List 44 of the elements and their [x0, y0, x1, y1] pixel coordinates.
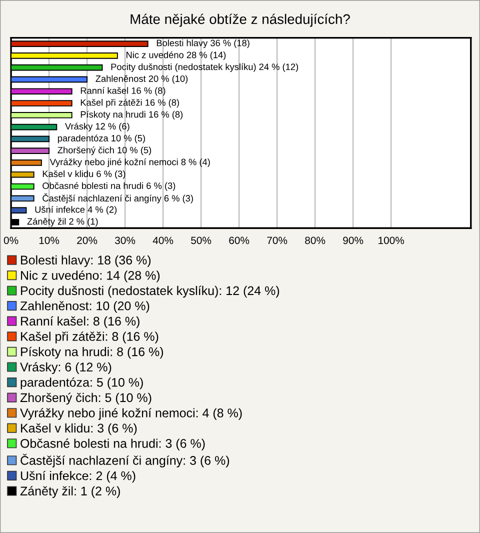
data-label: Bolesti hlavy 36 % (18) — [156, 40, 250, 48]
legend-label: Častější nachlazení či angíny: 3 (6 %) — [20, 454, 230, 468]
data-label: Kašel v klidu 6 % (3) — [42, 170, 126, 179]
legend-label: Nic z uvedéno: 14 (28 %) — [21, 270, 160, 282]
x-tick-label: 100% — [378, 236, 404, 244]
legend-label: Bolesti hlavy: 18 (36 %) — [21, 255, 151, 267]
legend-label: Vrásky: 6 (12 %) — [20, 362, 112, 374]
x-tick-label: 40% — [152, 236, 174, 244]
data-label: Častější nachlazení či angíny 6 % (3) — [42, 193, 193, 204]
x-tick-label: 20% — [77, 236, 98, 244]
x-tick-label: 80% — [305, 236, 326, 244]
data-label: Nic z uvedéno 28 % (14) — [126, 51, 226, 60]
data-label: Záněty žil 2 % (1) — [27, 218, 98, 227]
data-label: paradentóza 10 % (5) — [58, 134, 145, 144]
x-tick-label: 60% — [229, 236, 250, 244]
legend-label: Zahleněnost: 10 (20 %) — [20, 301, 150, 313]
x-tick-label: 30% — [115, 236, 136, 244]
x-tick-label: 70% — [267, 236, 288, 244]
legend-label: paradentóza: 5 (10 %) — [20, 377, 143, 390]
legend-label: Občasné bolesti na hrudi: 3 (6 %) — [20, 438, 205, 450]
legend-label: Ušní infekce: 2 (4 %) — [20, 470, 136, 483]
data-label: Vyrážky nebo jiné kožní nemoci 8 % (4) — [50, 158, 210, 168]
legend-label: Ranní kašel: 8 (16 %) — [21, 316, 140, 328]
legend-label: Pískoty na hrudi: 8 (16 %) — [21, 346, 164, 359]
legend-label: Záněty žil: 1 (2 %) — [20, 486, 120, 498]
legend-label: Kašel v klidu: 3 (6 %) — [21, 423, 137, 436]
legend-label: Pocity dušnosti (nedostatek kyslíku): 12 (24 %) — [21, 286, 280, 298]
x-tick-label: 10% — [39, 236, 60, 244]
data-label: Zhoršený čich 10 % (5) — [58, 146, 152, 156]
legend-label: Zhoršený čich: 5 (10 %) — [20, 392, 152, 405]
data-label: Pocity dušnosti (nedostatek kyslíku) 24 % (12) — [111, 63, 298, 72]
x-tick-label: 90% — [343, 236, 364, 244]
data-label: Kašel při zátěži 16 % (8) — [80, 98, 179, 108]
data-label: Pískoty na hrudi 16 % (8) — [80, 110, 183, 120]
x-tick-label: 50% — [191, 236, 212, 244]
chart-title: Máte nějaké obtíže z následujících? — [130, 14, 350, 27]
data-label: Zahleněnost 20 % (10) — [96, 75, 188, 84]
data-label: Vrásky 12 % (6) — [65, 122, 130, 132]
data-label: Ranní kašel 16 % (8) — [80, 87, 166, 96]
x-tick-label: 0% — [4, 236, 18, 244]
data-label: Občasné bolesti na hrudi 6 % (3) — [42, 182, 176, 191]
legend-label: Kašel při zátěži: 8 (16 %) — [21, 332, 158, 344]
data-label: Ušní infekce 4 % (2) — [35, 206, 117, 215]
legend-label: Vyrážky nebo jiné kožní nemoci: 4 (8 %) — [20, 408, 242, 420]
